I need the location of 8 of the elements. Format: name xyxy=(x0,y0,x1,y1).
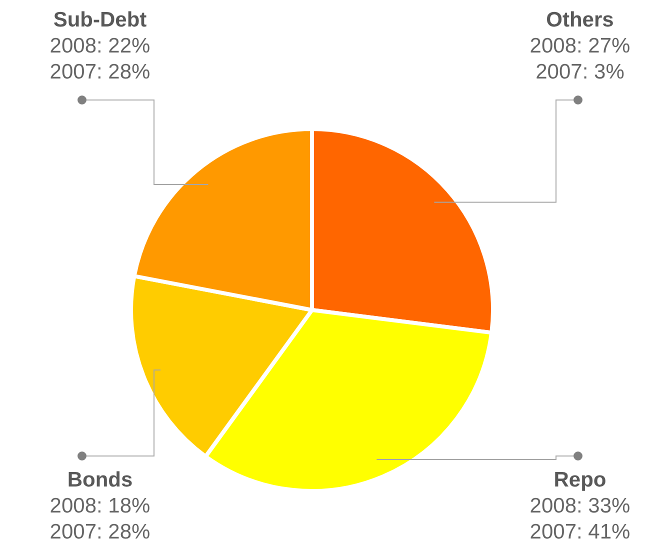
data-label: 2008: 27% 2007: 3% xyxy=(530,34,630,84)
data-label: 2008: 22% 2007: 28% xyxy=(50,34,150,84)
slice-label: Bonds xyxy=(67,468,133,492)
data-label: 2008: 18% 2007: 28% xyxy=(50,494,150,544)
data-label: 2008: 33% 2007: 41% xyxy=(530,494,630,544)
slice-label: Repo xyxy=(554,468,606,492)
slice-label: Sub-Debt xyxy=(53,8,147,32)
slice-label: Others xyxy=(546,8,614,32)
